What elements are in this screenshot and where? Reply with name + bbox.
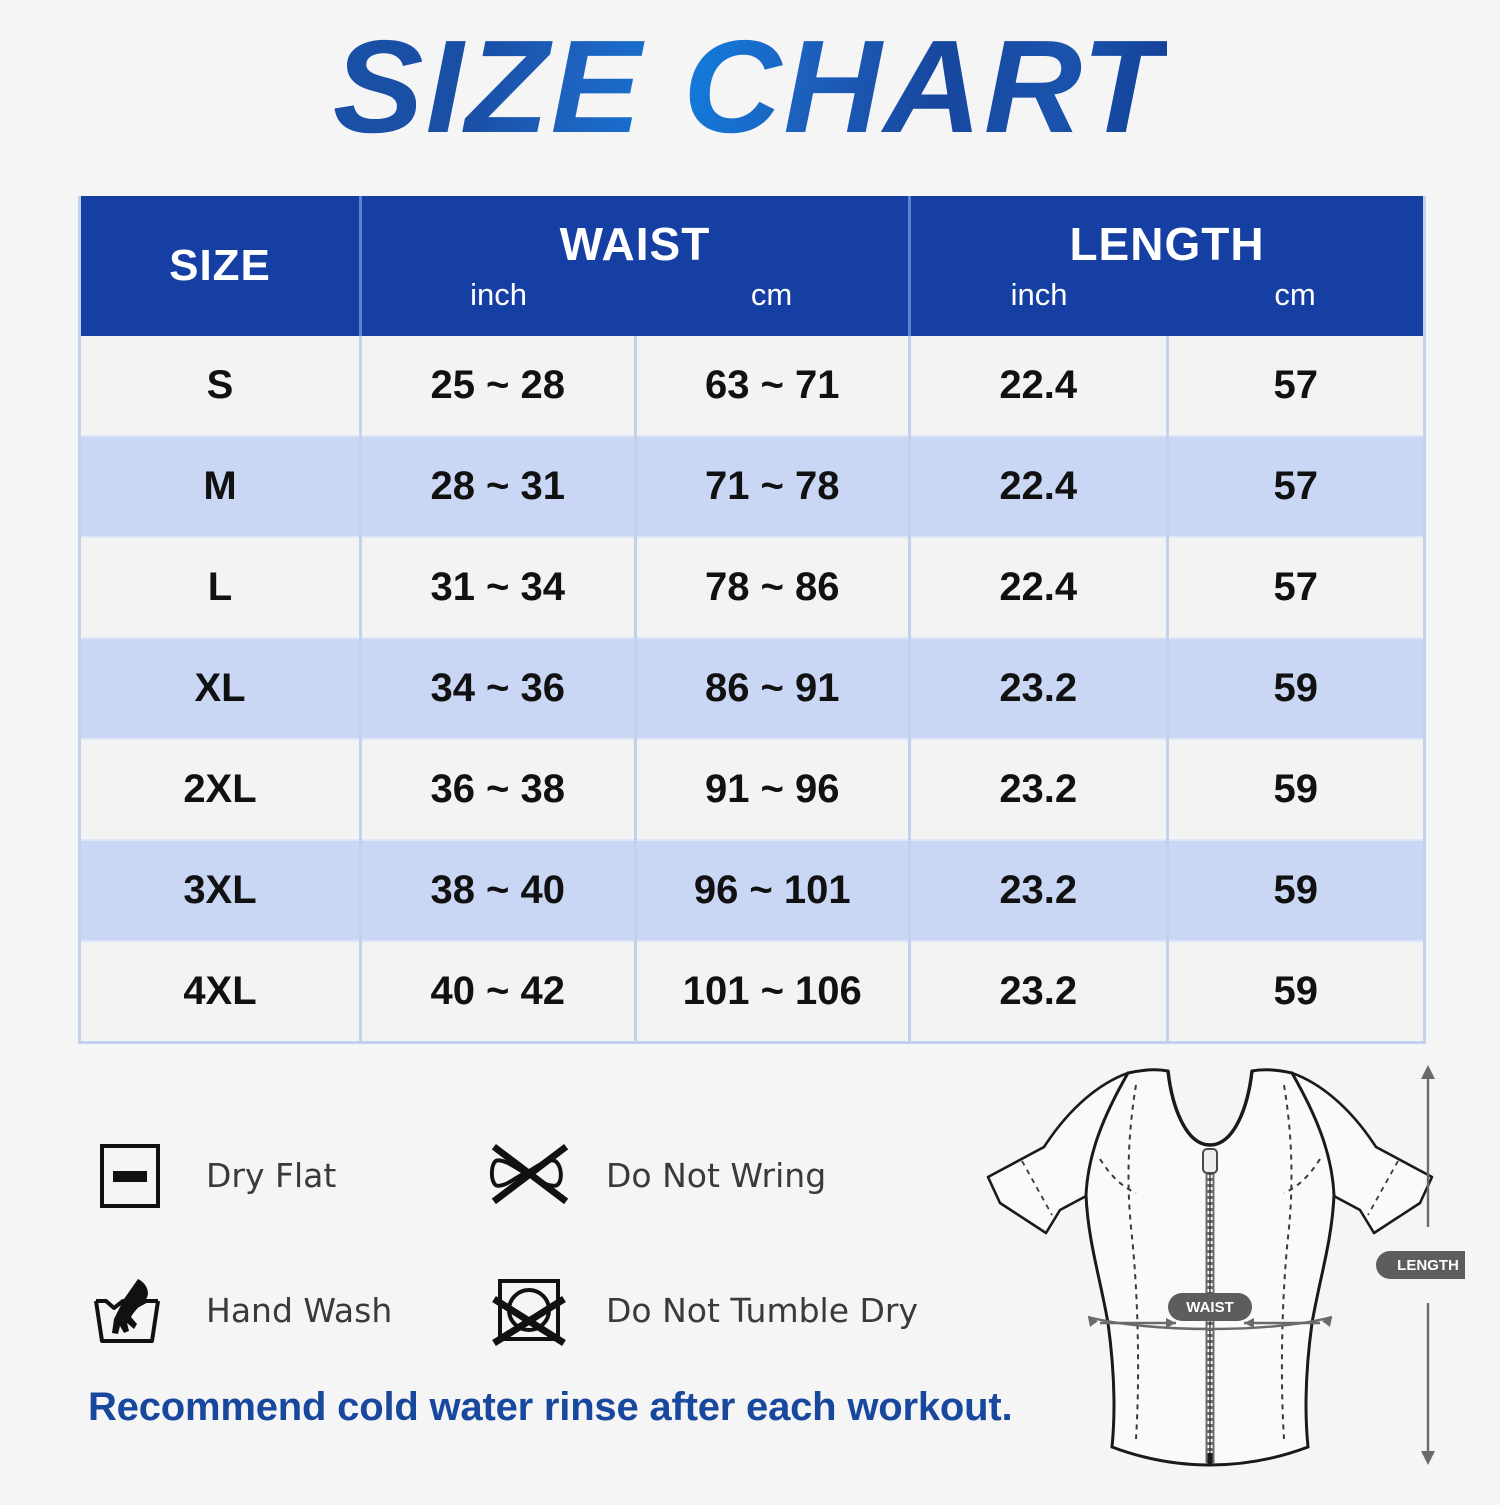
cell-waist-inch: 25 ~ 28: [360, 336, 637, 437]
cell-waist-cm: 101 ~ 106: [635, 941, 911, 1043]
cell-waist-cm: 96 ~ 101: [635, 840, 911, 942]
cell-waist-cm: 91 ~ 96: [635, 739, 911, 841]
cell-length-cm: 59: [1167, 941, 1425, 1043]
title-container: SIZE CHART: [0, 13, 1500, 160]
hand-wash-icon: [88, 1269, 172, 1353]
header-sublabel-waist-inch: inch: [470, 277, 527, 313]
header-label-length: LENGTH: [1069, 218, 1265, 270]
header-sublabel-waist-cm: cm: [750, 277, 793, 313]
recommendation-text: Recommend cold water rinse after each wo…: [88, 1385, 1013, 1429]
cell-size: L: [79, 537, 362, 639]
header-sublabel-length-inch: inch: [1010, 277, 1068, 313]
care-instructions-grid: Dry Flat Do Not Wring Hand Wash: [88, 1108, 988, 1378]
cell-length-inch: 23.2: [909, 941, 1169, 1043]
cell-waist-inch: 31 ~ 34: [360, 537, 637, 639]
dry-flat-icon: [88, 1134, 172, 1218]
cell-waist-inch: 36 ~ 38: [360, 739, 637, 841]
care-label-dry-flat: Dry Flat: [206, 1156, 337, 1195]
cell-length-inch: 23.2: [909, 638, 1169, 740]
cell-waist-cm: 63 ~ 71: [635, 336, 911, 437]
table-row: 3XL 38 ~ 40 96 ~ 101 23.2 59: [79, 840, 1425, 942]
cell-waist-cm: 86 ~ 91: [635, 638, 911, 740]
cell-waist-inch: 38 ~ 40: [360, 840, 637, 942]
length-badge-label: LENGTH: [1397, 1257, 1459, 1274]
cell-waist-inch: 40 ~ 42: [360, 941, 637, 1043]
header-cell-length: LENGTH inch cm: [909, 196, 1425, 336]
garment-diagram: WAIST LENGTH: [960, 1055, 1480, 1500]
table-row: 2XL 36 ~ 38 91 ~ 96 23.2 59: [79, 739, 1425, 841]
header-sublabel-length-cm: cm: [1274, 277, 1316, 313]
cell-length-cm: 59: [1167, 840, 1425, 942]
cell-size: 4XL: [79, 941, 362, 1043]
table-row: 4XL 40 ~ 42 101 ~ 106 23.2 59: [79, 941, 1425, 1043]
cell-size: XL: [79, 638, 362, 740]
cell-waist-inch: 28 ~ 31: [360, 436, 637, 538]
care-item-hand-wash: Hand Wash: [88, 1243, 488, 1378]
length-badge: LENGTH: [1376, 1251, 1480, 1279]
table-row: L 31 ~ 34 78 ~ 86 22.4 57: [79, 537, 1425, 639]
cell-length-inch: 22.4: [909, 537, 1169, 639]
header-cell-size: SIZE: [79, 196, 362, 336]
cell-size: M: [79, 436, 362, 538]
care-label-do-not-tumble-dry: Do Not Tumble Dry: [606, 1291, 919, 1330]
header-cell-waist: WAIST inch cm: [360, 196, 911, 336]
cell-waist-cm: 78 ~ 86: [635, 537, 911, 639]
table-row: XL 34 ~ 36 86 ~ 91 23.2 59: [79, 638, 1425, 740]
cell-length-cm: 59: [1167, 739, 1425, 841]
care-label-hand-wash: Hand Wash: [206, 1291, 393, 1330]
cell-size: 2XL: [79, 739, 362, 841]
size-chart-table: SIZE WAIST inch cm LENGTH inch cm: [78, 196, 1426, 1044]
do-not-tumble-dry-icon: [488, 1269, 572, 1353]
cell-length-cm: 57: [1167, 537, 1425, 639]
do-not-wring-icon: [488, 1134, 572, 1218]
cell-length-cm: 59: [1167, 638, 1425, 740]
table-body: S 25 ~ 28 63 ~ 71 22.4 57 M 28 ~ 31 71 ~ 78 22.4…: [79, 336, 1425, 1043]
cell-length-inch: 22.4: [909, 436, 1169, 538]
table-header: SIZE WAIST inch cm LENGTH inch cm: [79, 196, 1425, 336]
header-label-waist: WAIST: [559, 218, 711, 270]
cell-length-inch: 23.2: [909, 840, 1169, 942]
cell-size: S: [79, 336, 362, 437]
cell-waist-inch: 34 ~ 36: [360, 638, 637, 740]
table-header-row: SIZE WAIST inch cm LENGTH inch cm: [79, 196, 1425, 336]
care-label-do-not-wring: Do Not Wring: [606, 1156, 827, 1195]
header-label-size: SIZE: [169, 241, 271, 290]
care-item-do-not-tumble-dry: Do Not Tumble Dry: [488, 1243, 988, 1378]
cell-length-inch: 22.4: [909, 336, 1169, 437]
waist-badge-label: WAIST: [1186, 1299, 1234, 1316]
care-item-dry-flat: Dry Flat: [88, 1108, 488, 1243]
care-item-do-not-wring: Do Not Wring: [488, 1108, 988, 1243]
table-row: M 28 ~ 31 71 ~ 78 22.4 57: [79, 436, 1425, 538]
page-title: SIZE CHART: [333, 13, 1167, 160]
cell-size: 3XL: [79, 840, 362, 942]
table-row: S 25 ~ 28 63 ~ 71 22.4 57: [79, 336, 1425, 437]
cell-length-cm: 57: [1167, 436, 1425, 538]
cell-length-inch: 23.2: [909, 739, 1169, 841]
waist-badge: WAIST: [1168, 1293, 1252, 1321]
cell-waist-cm: 71 ~ 78: [635, 436, 911, 538]
cell-length-cm: 57: [1167, 336, 1425, 437]
